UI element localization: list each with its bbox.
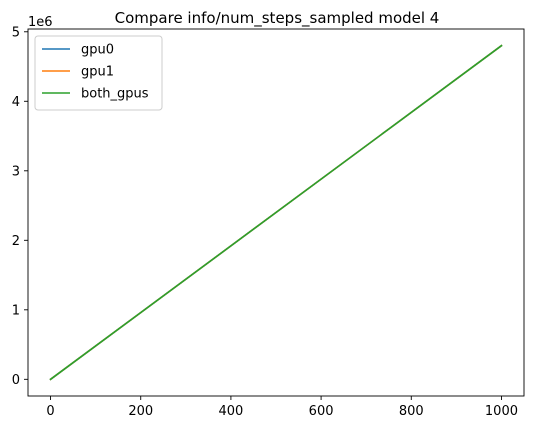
y-offset-text: 1e6	[28, 15, 53, 30]
y-tick-label: 2	[12, 234, 20, 249]
legend-label-both_gpus: both_gpus	[81, 87, 149, 102]
legend-label-gpu1: gpu1	[81, 65, 114, 80]
legend-label-gpu0: gpu0	[81, 43, 114, 58]
chart-title: Compare info/num_steps_sampled model 4	[115, 9, 440, 28]
y-tick-label: 3	[12, 164, 20, 179]
x-tick-label: 0	[46, 404, 54, 419]
x-tick-label: 400	[218, 404, 243, 419]
y-tick-label: 1	[12, 303, 20, 318]
x-tick-label: 800	[399, 404, 424, 419]
y-tick-label: 4	[12, 95, 20, 110]
y-tick-label: 5	[12, 25, 20, 40]
x-tick-label: 200	[128, 404, 153, 419]
legend: gpu0 gpu1 both_gpus	[35, 36, 162, 110]
x-tick-label: 1000	[485, 404, 518, 419]
x-tick-label: 600	[309, 404, 334, 419]
y-tick-label: 0	[12, 373, 20, 388]
